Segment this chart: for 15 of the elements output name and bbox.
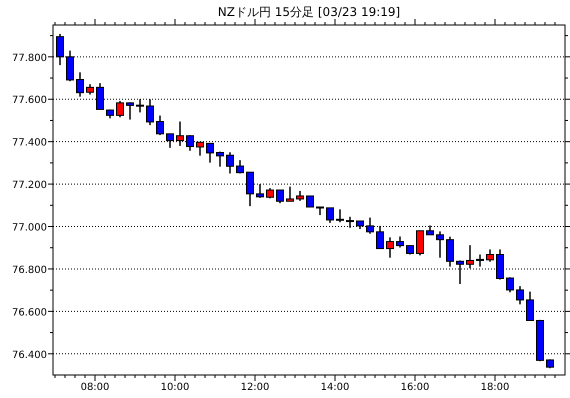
x-tick-label: 18:00 bbox=[480, 382, 510, 393]
y-tick-label: 76.800 bbox=[12, 264, 47, 276]
y-tick-label: 76.400 bbox=[12, 350, 47, 361]
y-tick-label: 77.600 bbox=[12, 95, 47, 106]
chart-title: NZドル円 15分足 [03/23 19:19] bbox=[218, 5, 400, 19]
x-tick-label: 14:00 bbox=[320, 382, 350, 393]
y-tick-label: 77.000 bbox=[12, 222, 47, 234]
x-tick-label: 10:00 bbox=[160, 382, 190, 393]
y-tick-label: 77.400 bbox=[12, 138, 47, 149]
x-tick-label: 12:00 bbox=[240, 382, 270, 393]
x-tick-label: 08:00 bbox=[80, 382, 110, 393]
y-tick-label: 77.800 bbox=[12, 52, 47, 64]
y-tick-label: 77.200 bbox=[12, 180, 47, 192]
y-tick-label: 76.600 bbox=[12, 307, 47, 318]
x-tick-label: 16:00 bbox=[400, 382, 430, 393]
